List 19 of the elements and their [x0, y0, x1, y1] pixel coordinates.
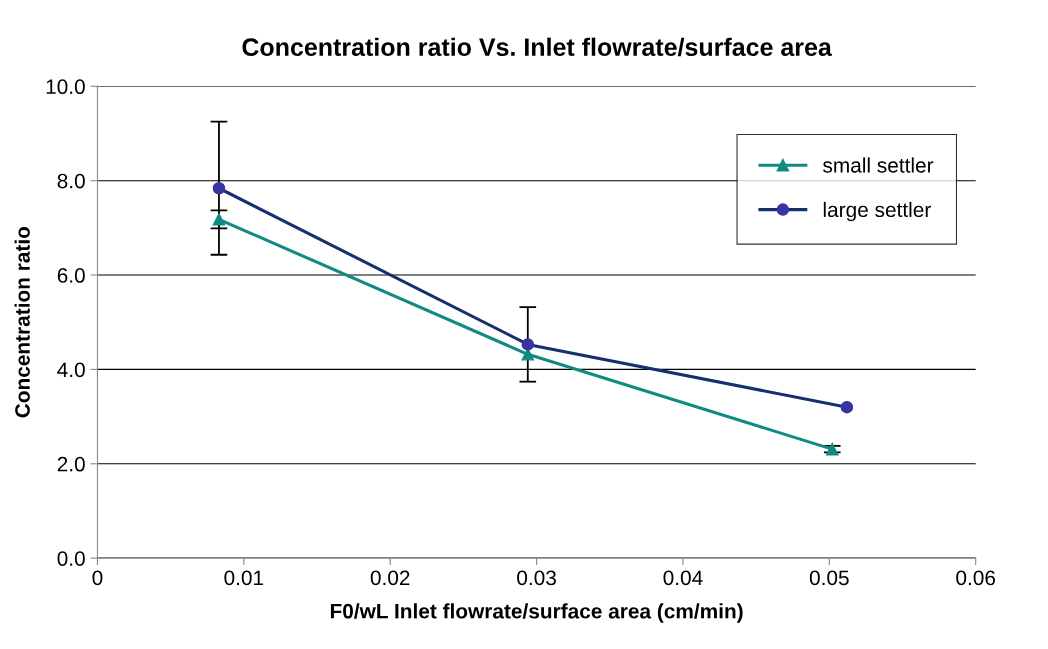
y-tick-label: 4.0 [57, 362, 85, 378]
y-tick-label: 0.0 [57, 551, 85, 566]
x-tick-label: 0.03 [517, 570, 556, 586]
x-tick-label: 0.05 [809, 570, 849, 586]
y-tick-label: 2.0 [57, 456, 85, 472]
x-axis-title: F0/wL Inlet flowrate/surface area (cm/min) [330, 603, 743, 623]
y-tick-label: 6.0 [57, 268, 85, 283]
y-tick-label: 8.0 [57, 173, 85, 189]
x-tick-label: 0.02 [370, 570, 410, 586]
point [521, 348, 535, 361]
legend-label: small settler [823, 157, 934, 173]
x-tick-label: 0 [92, 570, 103, 586]
x-tick-label: 0.04 [663, 570, 703, 586]
y-axis-title: Concentration ratio [14, 226, 30, 418]
chart-title: Concentration ratio Vs. Inlet flowrate/surface area [242, 37, 832, 57]
x-tick-label: 0.06 [956, 570, 996, 586]
x-tick-label: 0.01 [224, 570, 264, 586]
y-tick-label: 10.0 [46, 79, 85, 95]
legend-label: large settler [823, 201, 931, 222]
